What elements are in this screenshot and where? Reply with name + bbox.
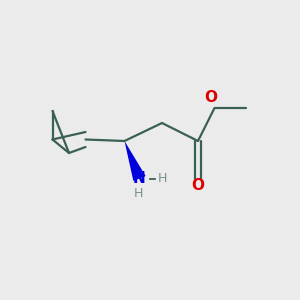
Polygon shape (124, 141, 146, 181)
Text: O: O (191, 178, 205, 194)
Text: H: H (157, 172, 167, 185)
Text: H: H (133, 187, 143, 200)
Text: O: O (204, 90, 218, 105)
Text: N: N (133, 171, 146, 186)
